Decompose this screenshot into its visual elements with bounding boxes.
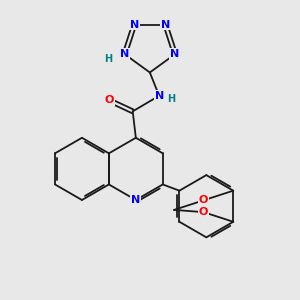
Text: N: N [131,195,140,205]
Text: N: N [161,20,170,30]
Text: N: N [170,49,180,59]
Text: H: H [167,94,175,104]
Text: O: O [105,95,114,105]
Text: N: N [120,49,129,59]
Text: O: O [199,195,208,205]
Text: N: N [154,91,164,101]
Text: O: O [199,207,208,217]
Text: H: H [104,55,112,64]
Text: N: N [130,20,139,30]
